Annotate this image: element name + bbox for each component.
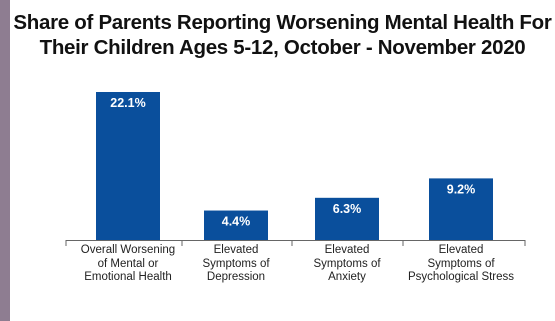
category-label-line: Symptoms of [427,257,495,270]
data-label-2: 4.4% [222,215,251,229]
chart-title-text: Share of Parents Reporting Worsening Men… [13,11,552,59]
bar-3 [315,197,379,240]
category-label-3: Elevated Symptoms of Anxiety [287,244,407,285]
data-label-3: 6.3% [333,202,362,216]
category-label-line: of Mental or [97,257,159,270]
category-label-4: Elevated Symptoms of Psychological Stress [401,244,521,285]
category-label-line: Elevated [324,244,370,256]
bar-chart: 22.1% 4.4% 6.3% 9.2% [65,92,526,246]
bar-2 [204,210,268,240]
data-label-1: 22.1% [110,96,145,110]
category-label-line: Depression [206,271,266,283]
category-label-2: Elevated Symptoms of Depression [176,244,296,285]
category-label-line: Psychological Stress [407,271,515,283]
bar-1 [96,92,160,240]
category-label-line: Emotional Health [84,271,172,283]
chart-title: Share of Parents Reporting Worsening Men… [10,10,555,60]
category-label-line: Overall Worsening [80,244,176,256]
category-label-line: Elevated [213,244,259,256]
category-label-line: Elevated [438,244,484,256]
chart-card: Share of Parents Reporting Worsening Men… [10,0,555,321]
category-label-line: Symptoms of [202,257,270,270]
category-label-line: Symptoms of [313,257,381,270]
bar-4 [429,178,493,240]
category-label-1: Overall Worsening of Mental or Emotional H… [68,244,188,285]
data-label-4: 9.2% [447,182,476,196]
category-label-line: Anxiety [328,271,366,283]
